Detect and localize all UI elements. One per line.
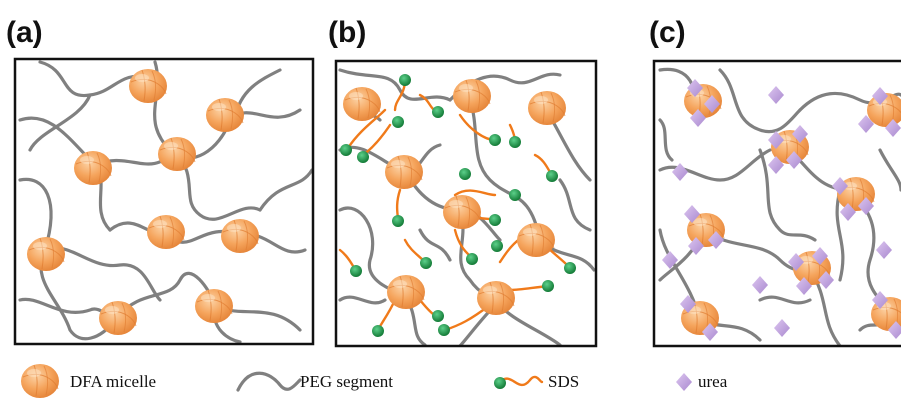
panel-a-frame: [13, 57, 315, 346]
panel-b: [334, 59, 598, 348]
legend-label-dfa-micelle: DFA micelle: [70, 372, 156, 391]
micelle: [384, 154, 424, 190]
legend-item-dfa-micelle: DFA micelle: [20, 363, 156, 399]
micelle: [73, 150, 113, 186]
micelle: [476, 280, 516, 316]
panel-c-frame: [652, 59, 901, 348]
panel-a-peg-network: [18, 60, 313, 344]
micelle: [516, 222, 556, 258]
legend-label-urea: urea: [698, 372, 728, 391]
micelle: [146, 214, 186, 250]
sds-icon: [494, 375, 544, 389]
micelle: [98, 300, 138, 336]
panel-label-a: (a): [6, 16, 43, 49]
micelle: [452, 78, 492, 114]
micelle: [442, 194, 482, 230]
peg-segment-icon: [236, 371, 302, 392]
panel-label-b: (b): [328, 16, 366, 49]
legend-item-urea: urea: [676, 372, 728, 391]
urea-icon: [676, 373, 692, 391]
micelle: [194, 288, 234, 324]
micelle: [128, 68, 168, 104]
micelle: [157, 136, 197, 172]
micelle: [205, 97, 245, 133]
panel-a: [13, 57, 315, 346]
micelle: [220, 218, 260, 254]
legend: DFA micelle PEG segment SDS urea: [20, 363, 728, 399]
panel-label-c: (c): [649, 16, 686, 49]
micelle: [386, 274, 426, 310]
micelle: [527, 90, 567, 126]
legend-label-sds: SDS: [548, 372, 579, 391]
micelle: [342, 86, 382, 122]
micelle: [26, 236, 66, 272]
panel-c: [652, 59, 901, 348]
dfa-micelle-icon: [20, 363, 60, 399]
legend-item-sds: SDS: [494, 372, 579, 391]
legend-label-peg-segment: PEG segment: [300, 372, 393, 391]
legend-item-peg-segment: PEG segment: [236, 371, 393, 392]
panel-b-frame: [334, 59, 598, 348]
